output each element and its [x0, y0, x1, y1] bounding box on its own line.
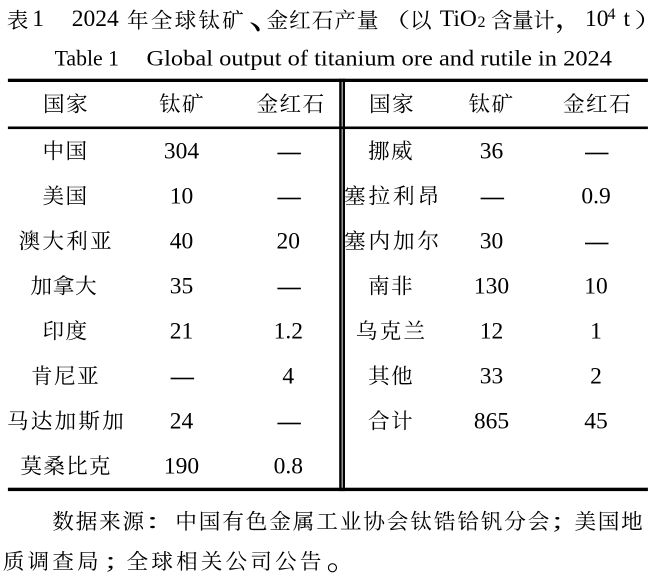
svg-text:40: 40: [170, 229, 194, 255]
svg-text:0.8: 0.8: [274, 454, 303, 480]
svg-text:36: 36: [480, 139, 504, 165]
svg-text:4: 4: [282, 364, 294, 390]
svg-text:33: 33: [480, 364, 504, 390]
svg-text:21: 21: [170, 319, 194, 345]
svg-text:45: 45: [584, 409, 608, 435]
svg-text:t: t: [624, 6, 631, 32]
svg-text:Global output of titanium ore: Global output of titanium ore and rutile…: [147, 45, 613, 70]
svg-text:2024: 2024: [72, 6, 119, 32]
svg-text:TiO: TiO: [440, 6, 477, 32]
svg-text:Table 1: Table 1: [55, 45, 120, 70]
svg-text:12: 12: [480, 319, 504, 345]
svg-text:30: 30: [480, 229, 504, 255]
svg-text:24: 24: [170, 409, 194, 435]
svg-text:35: 35: [170, 274, 194, 300]
svg-text:304: 304: [164, 139, 200, 165]
svg-text:1: 1: [32, 6, 44, 32]
svg-text:10: 10: [585, 6, 609, 32]
svg-text:1.2: 1.2: [274, 319, 303, 345]
svg-text:20: 20: [277, 229, 301, 255]
svg-text:190: 190: [164, 454, 199, 480]
svg-text:865: 865: [474, 409, 509, 435]
svg-text:2: 2: [478, 14, 486, 31]
svg-text:130: 130: [474, 274, 509, 300]
svg-text:4: 4: [608, 6, 616, 23]
svg-text:10: 10: [584, 274, 608, 300]
svg-text:0.9: 0.9: [581, 184, 610, 210]
svg-text:10: 10: [170, 184, 194, 210]
svg-text:1: 1: [590, 319, 602, 345]
svg-text:2: 2: [590, 364, 602, 390]
